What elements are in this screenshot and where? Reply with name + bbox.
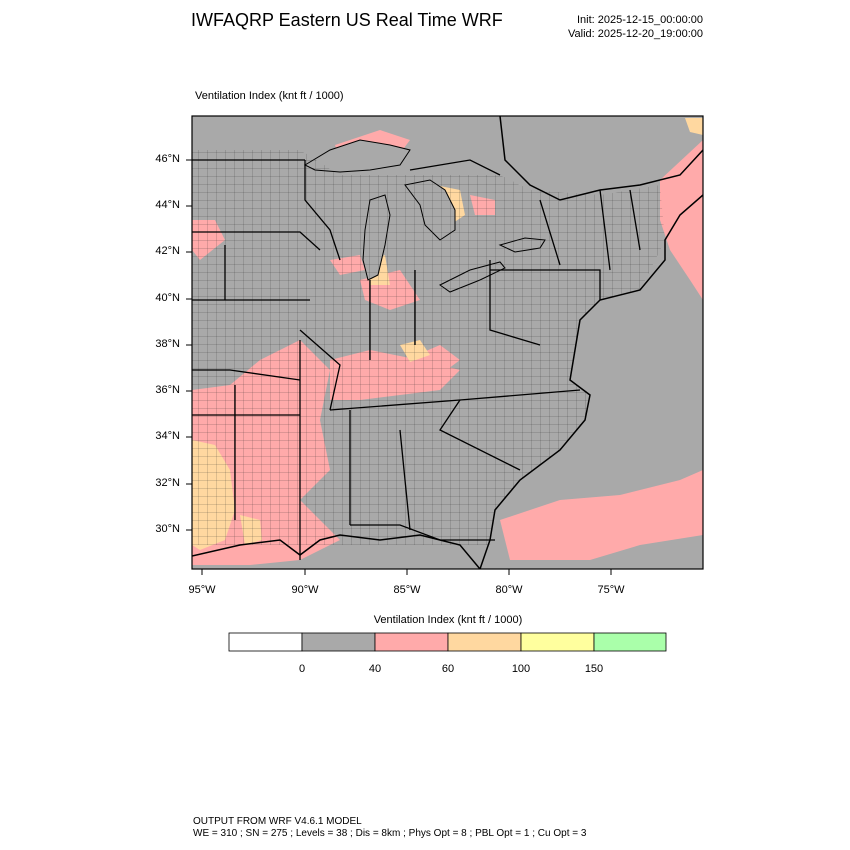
init-time: Init: 2025-12-15_00:00:00 <box>577 14 703 26</box>
legend-bin-4 <box>520 632 595 652</box>
legend-value: 150 <box>584 663 604 675</box>
lat-tick-label: 44°N <box>155 199 180 211</box>
legend-bin-0 <box>228 632 303 652</box>
legend-value: 40 <box>368 663 382 675</box>
map-area <box>192 116 703 569</box>
legend-bin-2 <box>374 632 449 652</box>
map-frame <box>191 115 704 570</box>
model-info: OUTPUT FROM WRF V4.6.1 MODEL <box>193 816 362 827</box>
axis-ticks <box>186 159 612 575</box>
legend-bin-3 <box>447 632 522 652</box>
lon-tick-label: 90°W <box>291 584 319 596</box>
lat-tick-label: 30°N <box>155 523 180 535</box>
lat-tick-label: 38°N <box>155 338 180 350</box>
legend-label: Ventilation Index (knt ft / 1000) <box>373 614 523 626</box>
lon-tick-label: 95°W <box>188 584 216 596</box>
lat-tick-label: 40°N <box>155 292 180 304</box>
legend-bar <box>228 632 667 652</box>
lon-tick-label: 75°W <box>597 584 625 596</box>
lat-tick-label: 32°N <box>155 477 180 489</box>
lat-tick-label: 34°N <box>155 430 180 442</box>
model-config: WE = 310 ; SN = 275 ; Levels = 38 ; Dis … <box>193 828 587 839</box>
legend-value: 100 <box>511 663 531 675</box>
valid-time: Valid: 2025-12-20_19:00:00 <box>568 28 703 40</box>
lat-tick-label: 36°N <box>155 384 180 396</box>
lon-tick-label: 85°W <box>393 584 421 596</box>
state-borders <box>192 159 641 560</box>
legend-value: 60 <box>441 663 455 675</box>
field-label: Ventilation Index (knt ft / 1000) <box>195 90 344 102</box>
lon-tick-label: 80°W <box>495 584 523 596</box>
coastline <box>192 116 703 569</box>
lat-tick-label: 46°N <box>155 153 180 165</box>
legend-value: 0 <box>298 663 306 675</box>
county-lines <box>192 150 665 545</box>
legend-bin-5 <box>593 632 667 652</box>
lat-tick-label: 42°N <box>155 245 180 257</box>
legend-bin-1 <box>301 632 376 652</box>
page-title: IWFAQRP Eastern US Real Time WRF <box>191 10 503 30</box>
